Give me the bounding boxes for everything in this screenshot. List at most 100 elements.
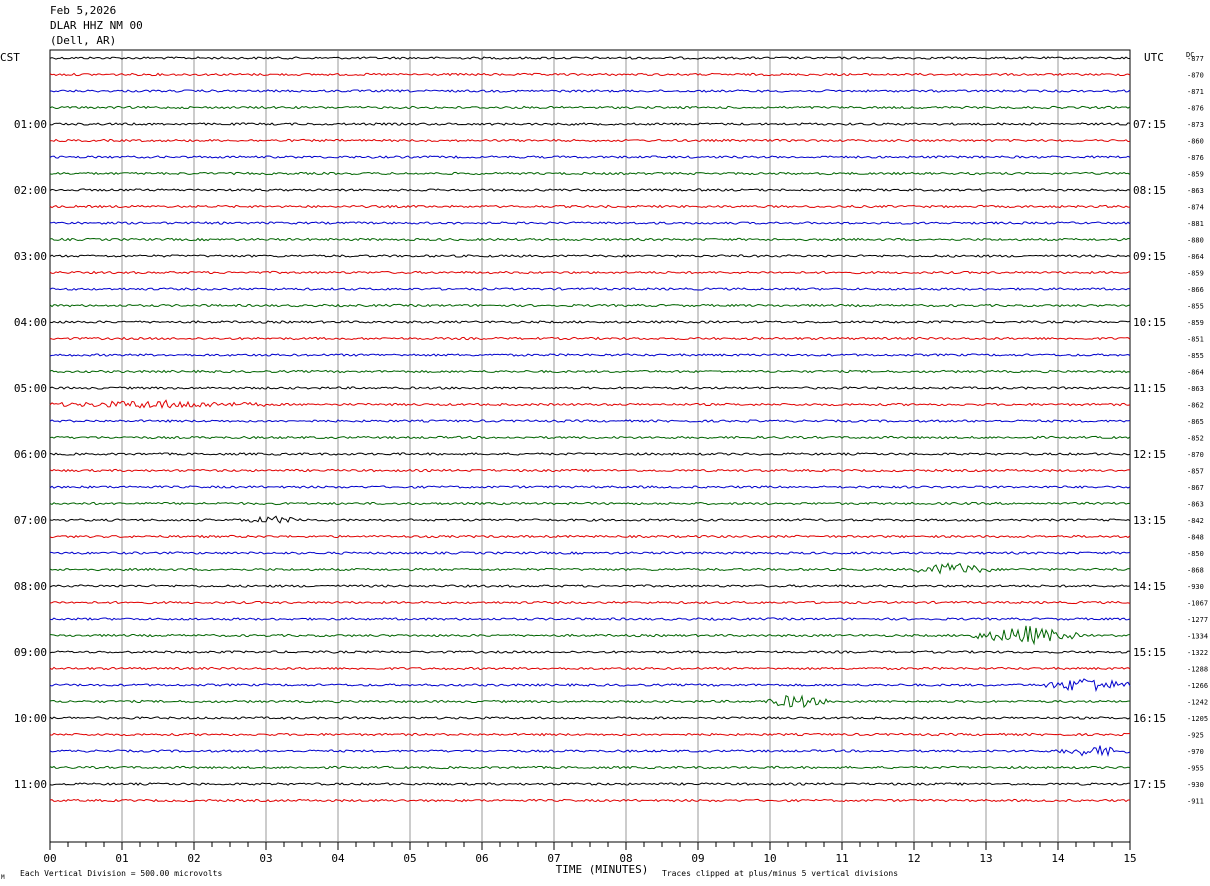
trace-line xyxy=(49,452,1131,456)
right-timezone-label: UTC xyxy=(1144,51,1164,64)
dc-offset-label: -850 xyxy=(1187,550,1204,558)
dc-offset-label: -877 xyxy=(1187,55,1204,63)
dc-offset-label: -868 xyxy=(1187,567,1204,575)
dc-offset-label: -876 xyxy=(1187,105,1204,113)
trace-line xyxy=(49,584,1131,588)
hour-label-left: 07:00 xyxy=(14,514,47,527)
x-tick-label: 15 xyxy=(1123,852,1136,865)
dc-offset-label: -859 xyxy=(1187,319,1204,327)
dc-offset-label: -842 xyxy=(1187,517,1204,525)
trace-line xyxy=(49,171,1131,176)
header-date: Feb 5,2026 xyxy=(50,4,117,17)
dc-offset-label: -925 xyxy=(1187,732,1204,740)
hour-label-right: 15:15 xyxy=(1133,646,1166,659)
trace-line xyxy=(49,237,1131,242)
trace-line xyxy=(49,287,1131,291)
dc-offset-label: -865 xyxy=(1187,418,1204,426)
x-tick-label: 00 xyxy=(43,852,56,865)
hour-label-right: 10:15 xyxy=(1133,316,1166,329)
hour-label-left: 06:00 xyxy=(14,448,47,461)
trace-line xyxy=(49,732,1131,737)
x-tick-label: 11 xyxy=(835,852,848,865)
dc-offset-label: -862 xyxy=(1187,402,1204,410)
dc-offset-label: -859 xyxy=(1187,270,1204,278)
trace-line xyxy=(49,745,1131,757)
dc-offset-label: -863 xyxy=(1187,187,1204,195)
dc-offset-label: -870 xyxy=(1187,72,1204,80)
trace-line xyxy=(49,694,1131,709)
trace-line xyxy=(49,617,1131,621)
dc-offset-label: -880 xyxy=(1187,237,1204,245)
dc-offset-label: -1067 xyxy=(1187,600,1208,608)
dc-offset-label: -970 xyxy=(1187,748,1204,756)
dc-offset-label: -955 xyxy=(1187,765,1204,773)
hour-label-left: 08:00 xyxy=(14,580,47,593)
hour-label-right: 14:15 xyxy=(1133,580,1166,593)
trace-line xyxy=(49,666,1131,671)
x-tick-label: 07 xyxy=(547,852,560,865)
x-tick-label: 04 xyxy=(331,852,345,865)
dc-offset-label: -876 xyxy=(1187,154,1204,162)
dc-offset-label: -1266 xyxy=(1187,682,1208,690)
dc-offset-label: -860 xyxy=(1187,138,1204,146)
dc-offset-label: -1242 xyxy=(1187,699,1208,707)
x-tick-label: 08 xyxy=(619,852,632,865)
hour-label-right: 11:15 xyxy=(1133,382,1166,395)
scale-note: Each Vertical Division = 500.00 microvol… xyxy=(20,869,222,878)
left-timezone-label: CST xyxy=(0,51,20,64)
trace-line xyxy=(49,551,1131,555)
trace-line xyxy=(49,270,1131,275)
trace-line xyxy=(49,336,1131,341)
trace-line xyxy=(49,782,1131,786)
trace-line xyxy=(49,798,1130,803)
hour-label-left: 02:00 xyxy=(14,184,47,197)
x-tick-label: 03 xyxy=(259,852,272,865)
plot-frame xyxy=(49,49,1131,843)
trace-line xyxy=(49,765,1131,770)
dc-offset-label: -859 xyxy=(1187,171,1204,179)
dc-offset-label: -867 xyxy=(1187,484,1204,492)
trace-line xyxy=(49,600,1131,605)
trace-line xyxy=(49,221,1131,225)
dc-offset-label: -864 xyxy=(1187,253,1204,261)
x-tick-label: 06 xyxy=(475,852,488,865)
header-station: DLAR HHZ NM 00 xyxy=(50,19,143,32)
trace-line xyxy=(49,515,1131,524)
dc-offset-label: -870 xyxy=(1187,451,1204,459)
dc-offset-label: -1334 xyxy=(1187,633,1208,641)
trace-line xyxy=(49,204,1130,209)
dc-offset-label: -848 xyxy=(1187,534,1204,542)
trace-line xyxy=(49,678,1131,693)
dc-offset-label: -866 xyxy=(1187,286,1204,294)
header-location: (Dell, AR) xyxy=(50,34,117,47)
hour-label-left: 10:00 xyxy=(14,712,47,725)
hour-label-right: 09:15 xyxy=(1133,250,1166,263)
dc-offset-label: -930 xyxy=(1187,781,1204,789)
dc-offset-label: -930 xyxy=(1187,583,1204,591)
trace-line xyxy=(49,56,1131,60)
corner-mark: M xyxy=(1,874,5,881)
hour-label-left: 04:00 xyxy=(14,316,47,329)
dc-offset-label: -851 xyxy=(1187,336,1204,344)
trace-line xyxy=(49,138,1131,143)
trace-line xyxy=(49,485,1131,489)
trace-line xyxy=(49,353,1131,357)
trace-line xyxy=(49,435,1131,440)
trace-line xyxy=(49,534,1131,539)
x-axis-title: TIME (MINUTES) xyxy=(556,863,649,876)
trace-line xyxy=(49,303,1131,308)
dc-offset-label: -1277 xyxy=(1187,616,1208,624)
dc-offset-label: -1205 xyxy=(1187,715,1208,723)
trace-line xyxy=(49,89,1131,93)
hour-label-right: 08:15 xyxy=(1133,184,1166,197)
dc-offset-label: -863 xyxy=(1187,501,1204,509)
trace-line xyxy=(49,105,1131,110)
dc-offset-label: -852 xyxy=(1187,435,1204,443)
dc-offset-label: -1288 xyxy=(1187,666,1208,674)
trace-line xyxy=(49,625,1131,646)
dc-offset-label: -863 xyxy=(1187,385,1204,393)
trace-line xyxy=(49,399,1131,409)
trace-line xyxy=(49,320,1131,324)
trace-line xyxy=(49,155,1131,159)
trace-line xyxy=(49,386,1131,390)
